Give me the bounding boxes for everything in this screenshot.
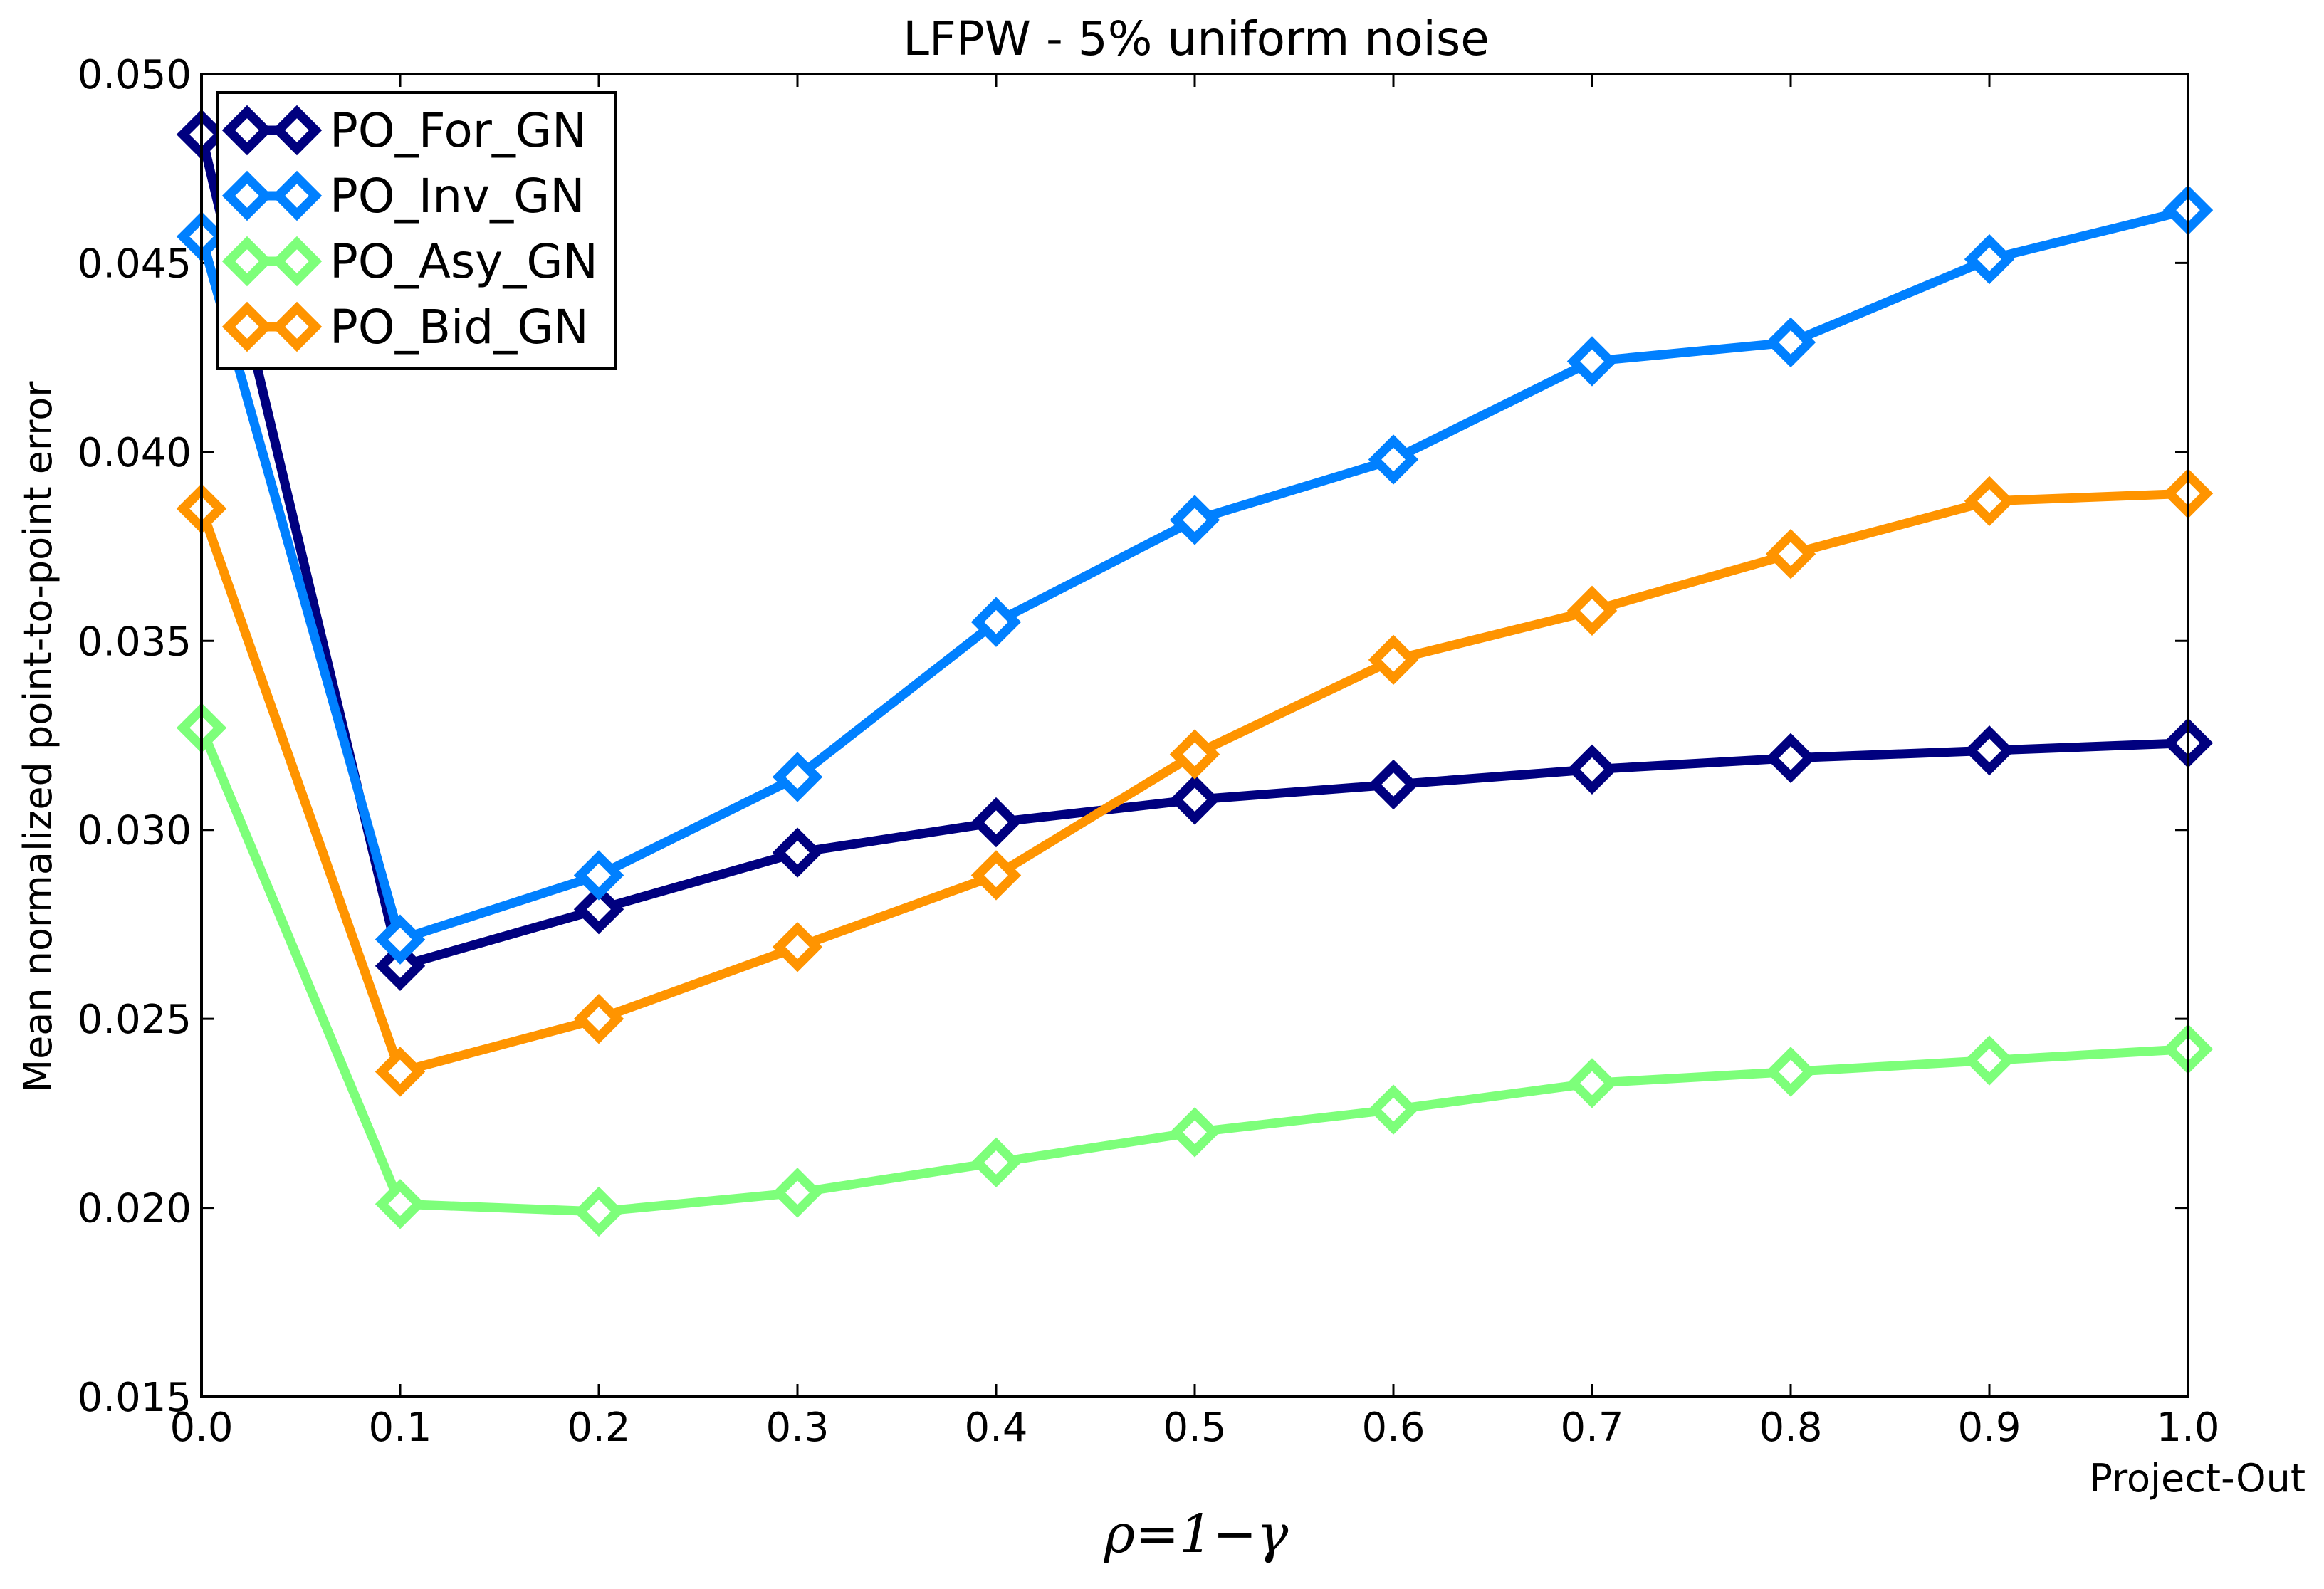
legend-item: PO_For_GN — [221, 103, 587, 158]
x-tick-label: 0.9 — [1957, 1405, 2021, 1451]
x-tick-label: 0.5 — [1163, 1405, 1226, 1451]
data-point-marker — [375, 1179, 426, 1229]
data-point-marker — [970, 1137, 1022, 1188]
data-point-marker — [1765, 528, 1816, 580]
data-point-marker — [772, 827, 823, 878]
legend-marker — [221, 301, 273, 352]
y-tick-label: 0.020 — [78, 1186, 192, 1232]
data-point-marker — [573, 1186, 624, 1237]
x-tick-label: 0.0 — [169, 1405, 233, 1451]
y-tick-label: 0.025 — [78, 997, 192, 1043]
legend-label: PO_For_GN — [330, 103, 587, 158]
series-PO_Bid_GN — [176, 468, 2214, 1097]
legend-marker — [221, 170, 273, 221]
data-point-marker — [1765, 317, 1816, 368]
data-point-marker — [1169, 729, 1220, 780]
legend-label: PO_Inv_GN — [330, 169, 585, 224]
legend-item: PO_Asy_GN — [221, 234, 598, 289]
data-point-marker — [375, 940, 426, 992]
data-point-marker — [1566, 585, 1618, 636]
plot-frame — [200, 73, 2189, 1398]
legend-marker — [221, 236, 273, 287]
data-point-marker — [1964, 234, 2015, 285]
legend: PO_For_GN PO_Inv_GN PO_Asy_GN PO_Bid_GN — [216, 91, 617, 370]
data-point-marker — [573, 993, 624, 1044]
series-PO_Asy_GN — [176, 703, 2214, 1237]
data-point-marker — [1368, 759, 1419, 810]
data-point-marker — [1169, 495, 1220, 545]
chart-title: LFPW - 5% uniform noise — [903, 11, 1490, 66]
data-point-marker — [1169, 1107, 1220, 1158]
data-point-marker — [970, 850, 1022, 901]
x-tick-label: 0.4 — [964, 1405, 1027, 1451]
data-point-marker — [1964, 1035, 2015, 1086]
data-point-marker — [970, 797, 1022, 848]
y-tick-label: 0.030 — [78, 808, 192, 854]
x-tick-label: 1.0 — [2156, 1405, 2219, 1451]
data-point-marker — [772, 752, 823, 802]
data-point-marker — [375, 914, 426, 965]
legend-marker — [271, 105, 323, 156]
y-tick-label: 0.050 — [78, 52, 192, 98]
x-tick-label: 0.6 — [1361, 1405, 1425, 1451]
y-tick-label: 0.015 — [78, 1375, 192, 1421]
legend-marker — [271, 170, 323, 221]
data-point-marker — [1765, 1047, 1816, 1097]
data-point-marker — [1566, 1058, 1618, 1108]
legend-item: PO_Inv_GN — [221, 169, 585, 224]
data-point-marker — [970, 597, 1022, 647]
x-tick-label: 0.8 — [1759, 1405, 1822, 1451]
legend-label: PO_Asy_GN — [330, 234, 598, 289]
data-point-marker — [1566, 744, 1618, 794]
x-tick-label: 0.2 — [567, 1405, 630, 1451]
x-tick-label: 0.1 — [368, 1405, 431, 1451]
data-point-marker — [1964, 725, 2015, 776]
y-axis-label: Mean normalized point-to-point error — [16, 381, 61, 1093]
data-point-marker — [375, 1047, 426, 1097]
legend-marker — [271, 301, 323, 352]
series-PO_Inv_GN — [176, 184, 2214, 965]
data-point-marker — [573, 884, 624, 935]
data-point-marker — [772, 1168, 823, 1218]
data-point-marker — [1368, 434, 1419, 485]
data-point-marker — [573, 850, 624, 901]
legend-item: PO_Bid_GN — [221, 300, 589, 355]
series-PO_For_GN — [176, 109, 2214, 992]
x-axis-label: ρ=1−γ — [1104, 1504, 1289, 1565]
legend-marker — [271, 236, 323, 287]
x-axis-end-annotation: Project-Out — [2089, 1456, 2305, 1501]
axis-ticks: 0.0 0.1 0.2 0.3 0.4 0.5 0.6 0.7 0.8 0.9 1.0 0.015 0.… — [78, 52, 2220, 1451]
y-tick-label: 0.035 — [78, 619, 192, 665]
data-point-marker — [772, 922, 823, 972]
data-point-marker — [1964, 476, 2015, 527]
data-point-marker — [1169, 775, 1220, 825]
data-point-marker — [1368, 634, 1419, 686]
data-point-marker — [1368, 1084, 1419, 1135]
legend-marker — [221, 105, 273, 156]
x-tick-label: 0.7 — [1560, 1405, 1623, 1451]
series-layer — [176, 109, 2214, 1237]
legend-label: PO_Bid_GN — [330, 300, 589, 355]
y-tick-label: 0.045 — [78, 241, 192, 287]
data-point-marker — [1566, 336, 1618, 387]
y-tick-label: 0.040 — [78, 430, 192, 476]
data-point-marker — [1765, 733, 1816, 784]
x-tick-label: 0.3 — [765, 1405, 829, 1451]
